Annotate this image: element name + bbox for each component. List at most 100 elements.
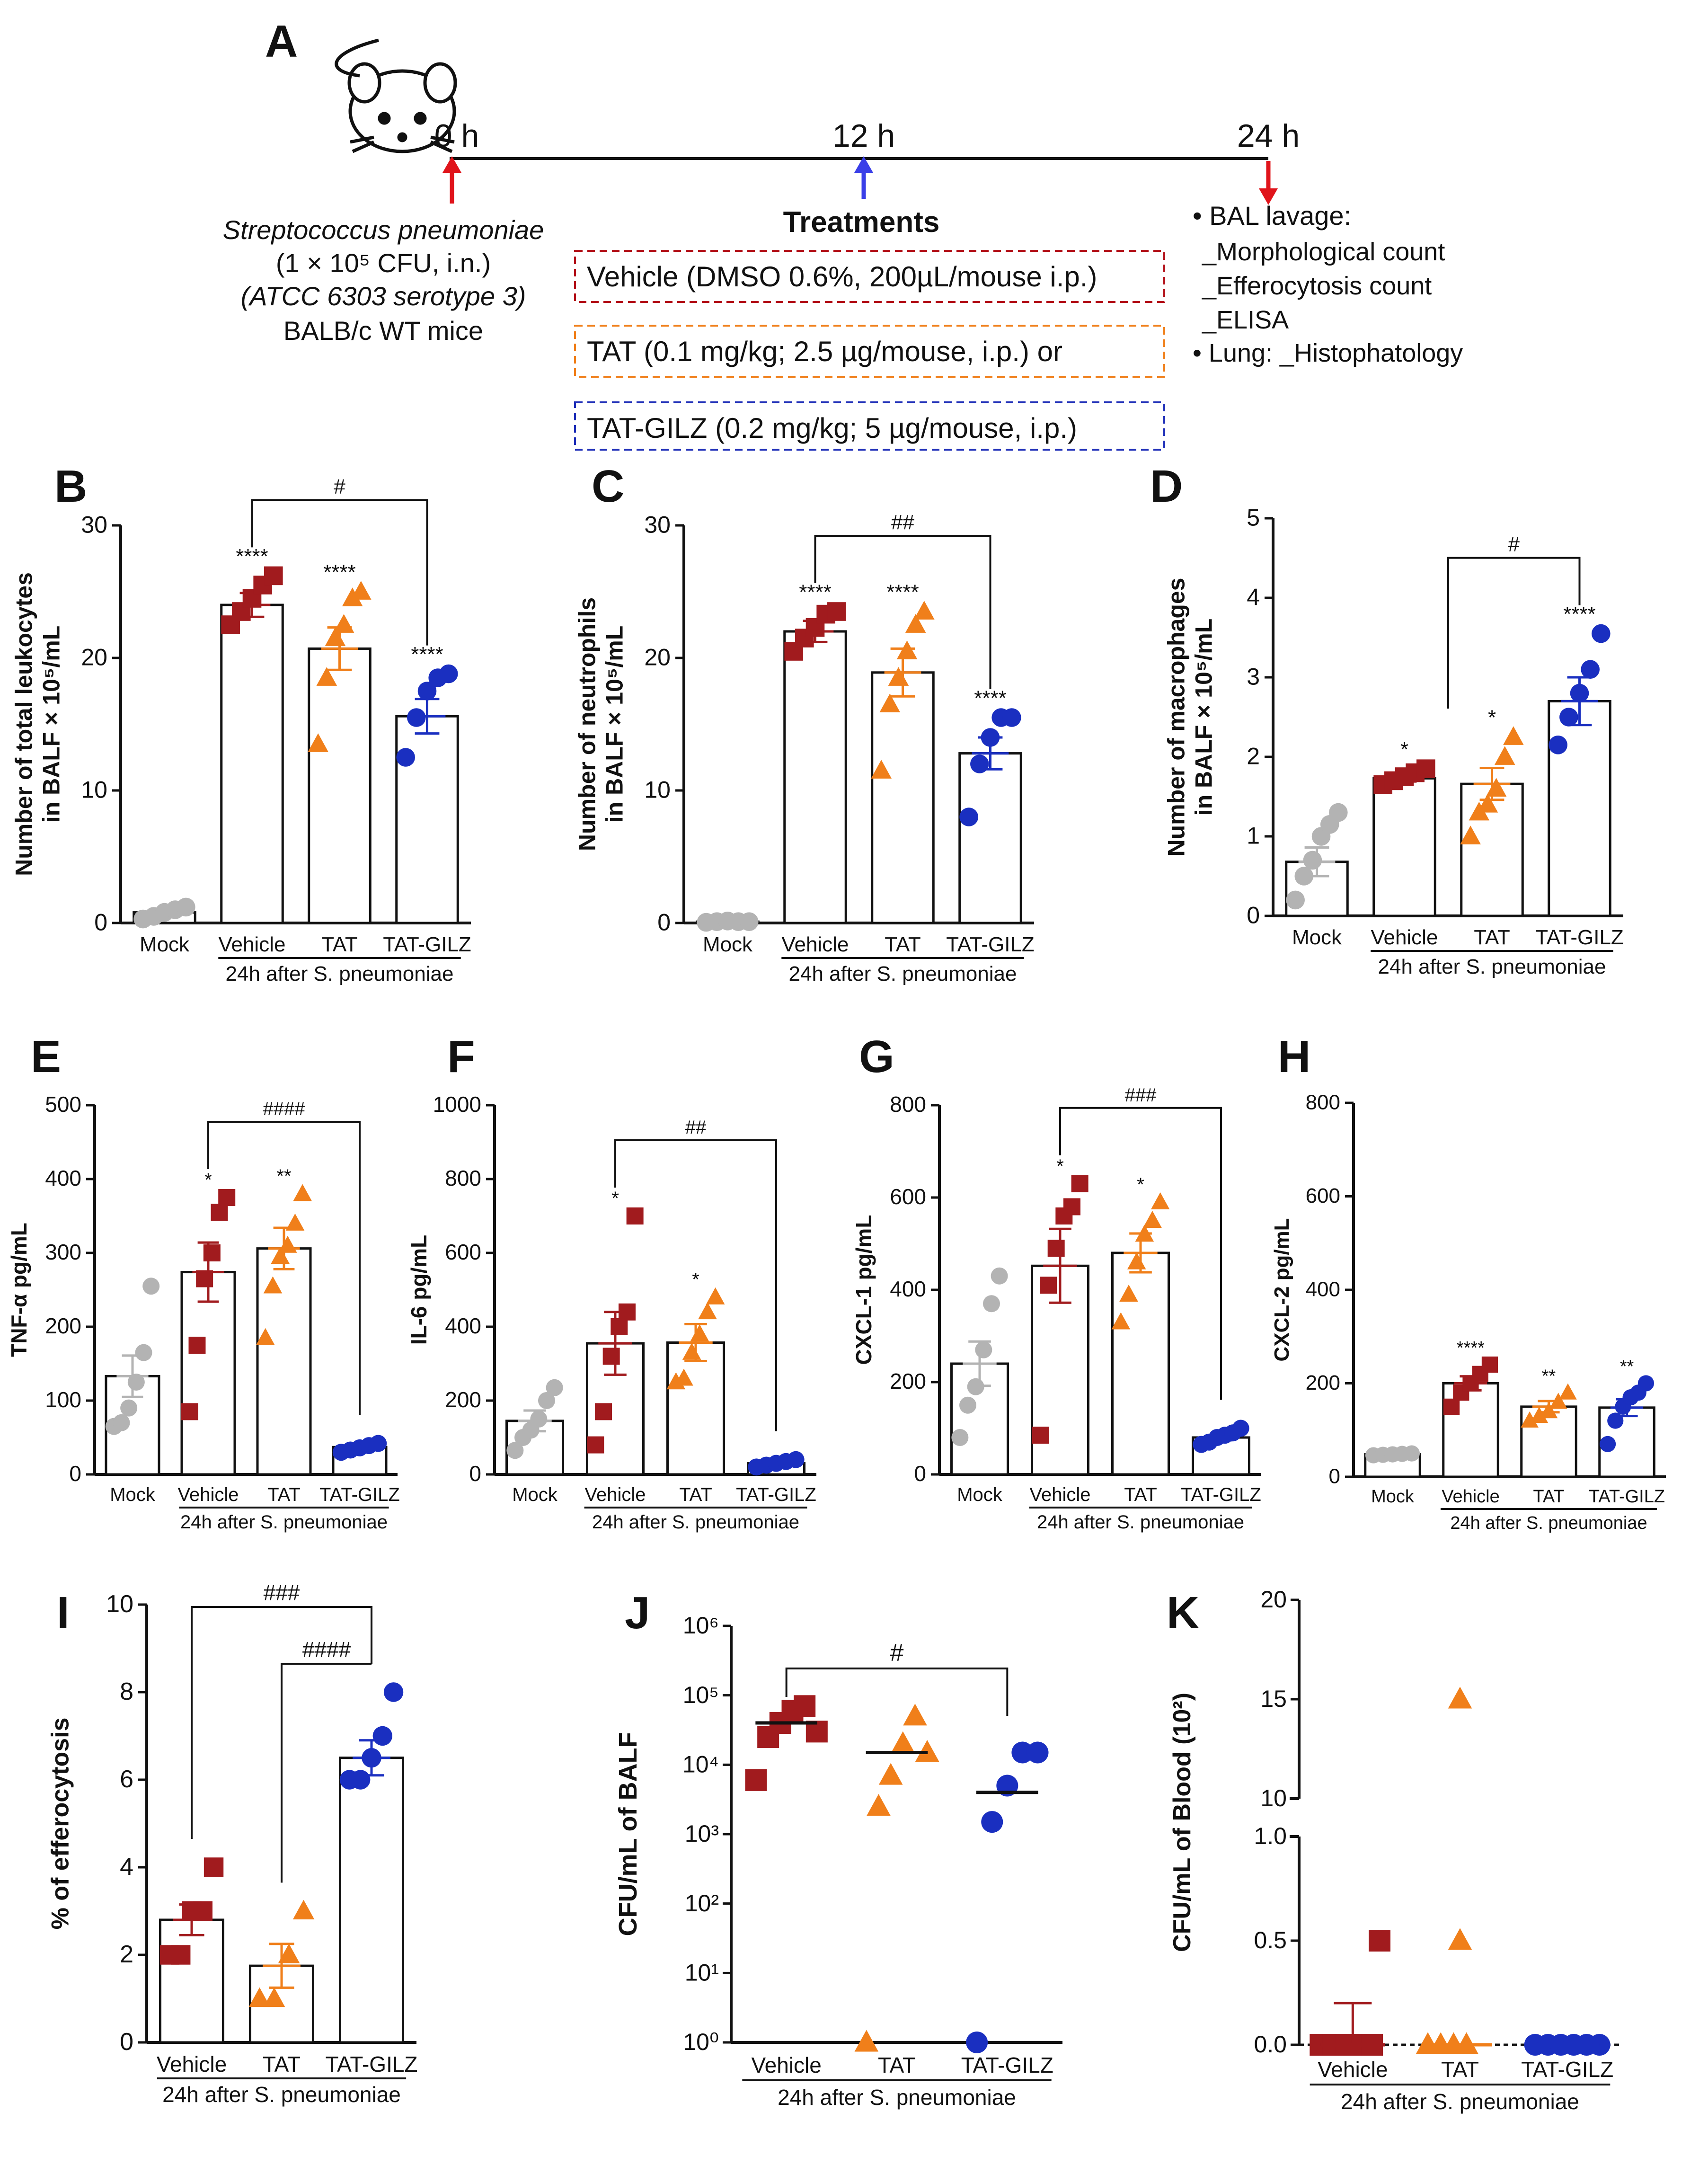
y-tick-label: 200 [45,1313,81,1338]
chart-panel-f: F 0 200 400 600 800 1000 IL-6 pg/mL Mock * Vehicle… [407,1031,816,1533]
data-point-mock [740,912,759,931]
data-point-vehicle [794,1695,816,1717]
panel-label-k: K [1167,1588,1199,1638]
y-axis-label: Number of macrophages [1163,577,1190,856]
y-axis-label: TNF-α pg/mL [7,1223,31,1357]
y-tick-label: 0 [94,909,107,935]
y-tick-label: 5 [1247,504,1260,531]
infection-dose: (1 × 10⁵ CFU, i.n.) [276,248,491,278]
x-tick-label-tat: TAT [1474,926,1510,949]
data-point-tat [674,1368,693,1386]
y-tick-label: 10 [106,1590,133,1618]
bar-vehicle [1372,777,1436,917]
data-point-tat [878,1763,903,1785]
data-point-tat [867,1794,891,1816]
y-tick-label: 600 [445,1240,481,1264]
x-tick-label-vehicle: Vehicle [157,2052,227,2076]
data-point-tat-gilz [787,1451,805,1468]
bar-vehicle [159,1918,224,2044]
data-point-tat [308,733,328,752]
data-point-mock [506,1442,524,1459]
readout-efferocytosis: _Efferocytosis count [1202,272,1432,300]
significance-stars: * [1488,706,1496,729]
significance-hash: # [334,475,345,498]
significance-hash: # [890,1639,904,1667]
chart-panel-d: D 0 1 2 3 4 5 Number of macrophages in BALF × 10… [1150,461,1624,978]
data-point-vehicle [827,602,846,621]
treatment-box-tat [574,325,1165,378]
data-point-vehicle [626,1207,644,1224]
data-point-vehicle [203,1244,221,1261]
data-point-mock [982,1295,1000,1313]
x-caption: 24h after S. pneumoniae [592,1512,799,1533]
data-point-tat [914,601,935,620]
data-point-mock [1294,867,1314,886]
y-tick-label: 15 [1260,1686,1287,1712]
y-tick-label: 0 [69,1461,81,1486]
y-tick-label: 600 [890,1184,926,1209]
data-point-mock [951,1429,969,1446]
y-tick-label: 400 [890,1277,926,1301]
data-point-tat [879,693,901,712]
data-point-tat [1119,1285,1138,1302]
bar-tat [1111,1251,1170,1476]
data-point-tat [854,2030,879,2052]
y-tick-label: 10 [81,776,107,803]
data-point-tat [1477,794,1498,813]
y-tick-label: 4 [120,1853,133,1881]
readout-lung: • Lung: _Histophatology [1193,339,1463,367]
readout-elisa: _ELISA [1202,306,1289,334]
data-point-tat-gilz [407,708,426,727]
data-point-mock [967,1378,984,1395]
data-point-tat [1111,1312,1131,1330]
data-point-vehicle [196,1270,213,1287]
data-point-tat [1521,1411,1539,1428]
x-tick-label-tat: TAT [1533,1487,1564,1507]
x-tick-label-tat-gilz: TAT-GILZ [946,933,1035,956]
protocol-schematic: A 0 h 12 h 24 h Streptococ [223,16,1463,451]
y-tick-label: 0 [1247,902,1260,928]
x-tick-label-tat: TAT [267,1484,301,1505]
significance-bracket [785,1668,1009,1716]
data-point-vehicle [1040,1277,1057,1294]
x-tick-label-tat-gilz: TAT-GILZ [325,2052,417,2076]
significance-stars: **** [886,581,919,604]
data-point-mock [1286,890,1305,910]
data-point-vehicle [1071,1175,1089,1192]
y-tick-label: 400 [1306,1278,1340,1301]
data-point-mock [127,1374,145,1391]
data-point-vehicle [264,566,283,586]
bar-tat-gilz [958,752,1022,924]
data-point-mock [1403,1445,1420,1462]
x-tick-label-mock: Mock [110,1484,156,1505]
readout-bal: • BAL lavage: [1193,201,1351,231]
data-point-tat [1503,726,1524,745]
data-point-tat [871,760,892,779]
y-axis-label: CXCL-2 pg/mL [1270,1218,1293,1361]
data-point-tat [1143,1211,1162,1228]
data-point-vehicle [193,1901,212,1921]
data-point-vehicle [611,1318,628,1335]
treatment-tat-gilz: TAT-GILZ (0.2 mg/kg; 5 µg/mouse, i.p.) [587,412,1077,444]
panel-label-j: J [625,1588,650,1638]
bar-tat [871,671,935,924]
y-tick-label: 20 [81,644,107,670]
data-point-vehicle [204,1857,224,1877]
data-point-tat-gilz [966,2032,988,2053]
y-tick-label: 200 [445,1387,481,1412]
bar-vehicle [180,1271,236,1476]
data-point-mock [538,1392,555,1409]
x-tick-label-tat: TAT [679,1484,712,1505]
y-axis-label: in BALF × 10⁵/mL [602,626,628,823]
x-tick-label-tat-gilz: TAT-GILZ [1181,1484,1261,1505]
y-axis-label: in BALF × 10⁵/mL [1191,619,1217,816]
data-point-tat-gilz [981,728,1000,747]
data-point-tat-gilz [1570,683,1589,703]
data-point-tat-gilz [1581,660,1600,679]
data-point-tat [333,614,354,633]
y-tick-label: 10⁶ [683,1612,719,1639]
significance-bracket [1447,557,1581,709]
data-point-tat-gilz [970,754,989,773]
bar-tat-gilz [395,715,459,924]
